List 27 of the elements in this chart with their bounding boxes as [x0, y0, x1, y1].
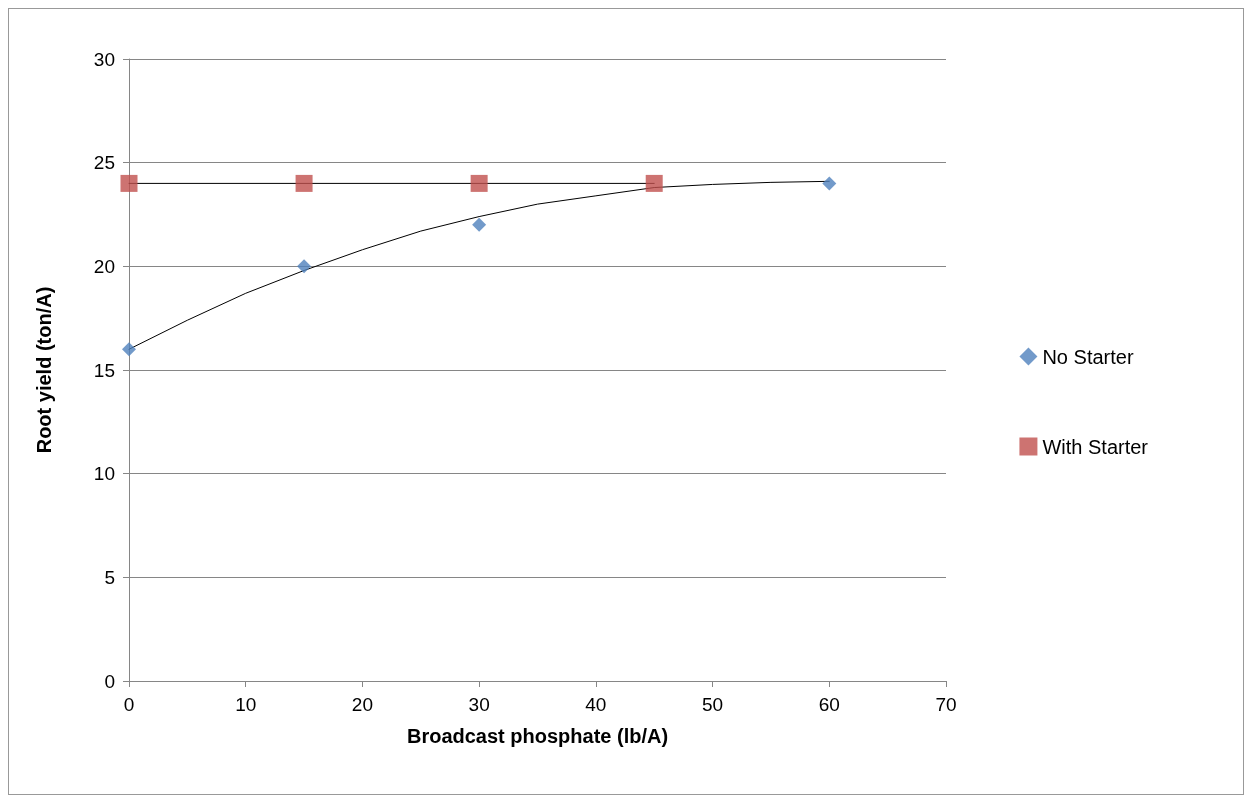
x-tick-label: 70 [935, 694, 957, 715]
x-tick-label: 60 [818, 694, 840, 715]
x-axis-title: Broadcast phosphate (lb/A) [406, 725, 669, 747]
x-tick-label: 0 [123, 694, 135, 715]
point [120, 174, 138, 192]
y-tick-label: 5 [104, 566, 115, 588]
legend-label: With Starter [1042, 435, 1149, 458]
point [297, 259, 312, 274]
y-tick-label: 20 [93, 255, 115, 277]
point [470, 174, 488, 192]
point [822, 176, 837, 191]
legend-label: No Starter [1042, 345, 1134, 368]
y-tick-label: 15 [93, 359, 115, 381]
x-tick-label: 10 [235, 694, 257, 715]
x-tick-label: 30 [468, 694, 490, 715]
point [645, 174, 663, 192]
point [122, 342, 136, 357]
point [295, 174, 313, 192]
point [472, 217, 487, 232]
y-tick-label: 30 [93, 48, 115, 70]
y-axis-title: Root yield (ton/A) [33, 286, 55, 454]
x-tick-label: 50 [702, 694, 724, 715]
x-tick-label: 20 [351, 694, 373, 715]
y-tick-label: 25 [93, 152, 115, 174]
y-tick-label: 0 [104, 670, 115, 692]
x-tick-label: 40 [585, 694, 607, 715]
y-tick-label: 10 [93, 463, 115, 485]
